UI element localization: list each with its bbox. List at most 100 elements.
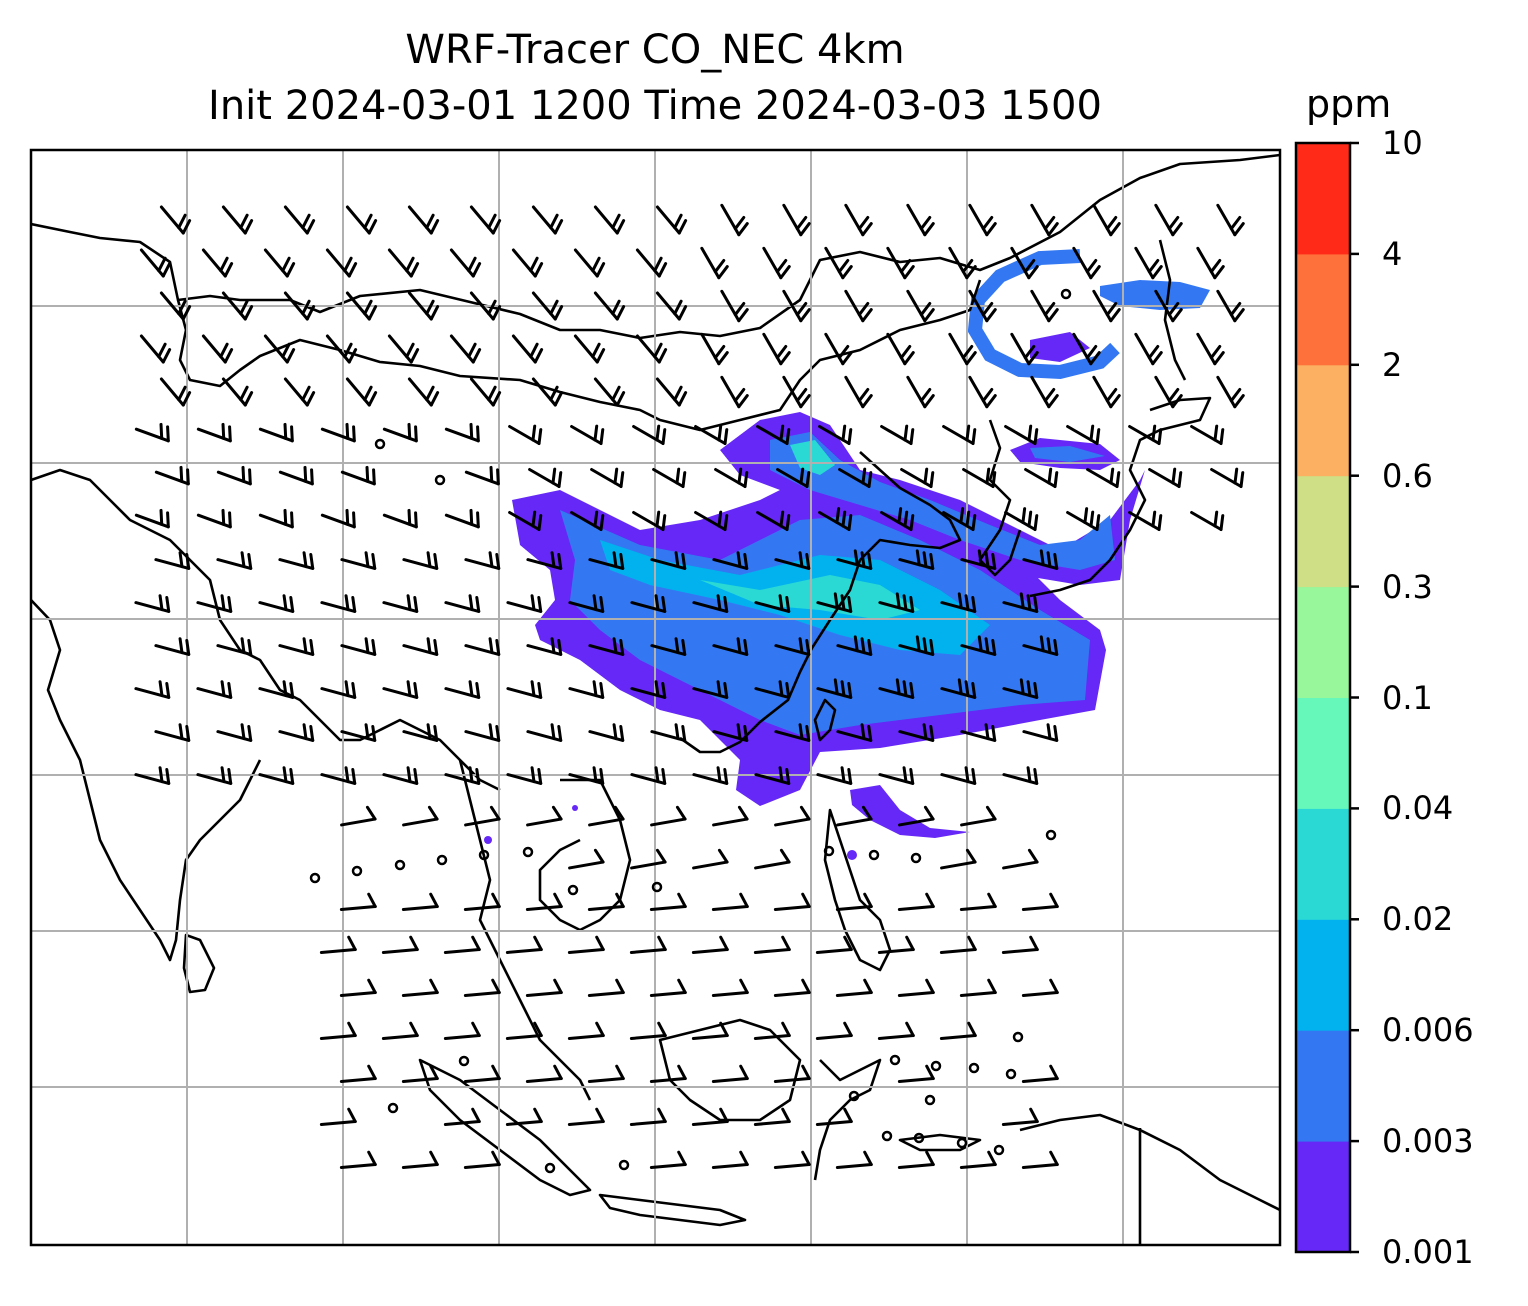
- wind-barb: [967, 935, 977, 952]
- wind-barb: [1053, 725, 1059, 742]
- colorbar-tick-label: 0.02: [1382, 900, 1454, 939]
- wind-barb: [305, 391, 316, 407]
- wind-barb: [619, 725, 625, 742]
- wind-barb: [902, 680, 908, 698]
- wind-barb: [629, 1034, 667, 1040]
- wind-barb: [867, 471, 873, 488]
- wind-barb: [1001, 948, 1039, 954]
- wind-barb: [929, 639, 935, 656]
- wind-barb: [426, 723, 432, 741]
- wind-barb: [775, 344, 788, 360]
- wind-barb: [736, 551, 742, 569]
- wind-barb: [778, 766, 784, 784]
- wind-barb: [166, 425, 170, 443]
- wind-barb: [895, 678, 901, 696]
- wind-barb: [971, 682, 977, 699]
- wind-barb: [899, 344, 912, 360]
- wind-barb: [923, 467, 929, 485]
- wind-barb: [537, 428, 543, 445]
- calm-wind-circle: [387, 1102, 399, 1114]
- wind-barb: [877, 948, 915, 954]
- wind-barb: [919, 215, 932, 231]
- wind-barb: [867, 639, 873, 656]
- wind-barb: [841, 265, 853, 280]
- wind-barb: [840, 766, 846, 784]
- wind-barb: [971, 428, 977, 445]
- wind-barb: [681, 553, 687, 570]
- wind-barb: [1089, 351, 1101, 366]
- plume-speck-3: [572, 805, 578, 811]
- wind-barb: [1089, 510, 1095, 528]
- wind-barb: [674, 551, 680, 569]
- wind-barb: [491, 1064, 501, 1081]
- wind-barb: [773, 1163, 811, 1169]
- wind-barb: [241, 465, 246, 483]
- wind-barb: [847, 514, 853, 531]
- wind-barb: [1021, 1077, 1059, 1083]
- wind-barb: [713, 258, 726, 274]
- wind-barb: [178, 637, 184, 655]
- wind-barb: [1047, 222, 1059, 237]
- wind-barb: [471, 262, 482, 278]
- wind-barb: [285, 262, 296, 278]
- wind-barb: [413, 768, 419, 785]
- calm-wind-circle: [924, 1094, 936, 1106]
- wind-barb: [716, 766, 722, 784]
- wind-barb: [717, 351, 729, 366]
- wind-barb: [345, 508, 350, 526]
- wind-barb: [239, 213, 249, 230]
- wind-barb: [739, 978, 749, 995]
- wind-barb: [491, 219, 502, 235]
- wind-barb: [158, 766, 164, 784]
- wind-barb: [1026, 594, 1032, 612]
- wind-barb: [654, 594, 660, 612]
- calm-wind-circle: [848, 1090, 860, 1102]
- wind-barb: [557, 639, 563, 656]
- wind-barb: [965, 848, 977, 864]
- wind-barb: [723, 682, 729, 699]
- wind-barb: [290, 425, 294, 443]
- wind-barb: [496, 468, 500, 486]
- wind-barb: [677, 978, 687, 995]
- wind-barb: [463, 991, 501, 997]
- wind-barb: [550, 637, 556, 655]
- wind-barb: [1157, 428, 1163, 445]
- coast-borneo: [658, 1018, 802, 1122]
- wind-barb: [615, 892, 625, 909]
- wind-barb: [619, 471, 625, 488]
- wind-barb: [711, 991, 749, 997]
- wind-barb: [593, 848, 605, 864]
- colorbar-tick-label: 0.6: [1382, 456, 1433, 495]
- wind-barb: [1105, 387, 1118, 403]
- wind-barb: [922, 637, 928, 655]
- wind-barb: [247, 725, 253, 742]
- colorbar-segment: [1296, 475, 1350, 588]
- wind-barb: [220, 680, 226, 698]
- wind-barb: [588, 817, 625, 827]
- wind-barb: [967, 1021, 977, 1038]
- coast-vietnam: [538, 778, 632, 932]
- wind-barb: [661, 768, 667, 785]
- wind-barb: [805, 639, 811, 656]
- calm-wind-circle: [956, 1137, 968, 1149]
- wind-barb: [611, 385, 621, 402]
- coast-timor: [898, 1133, 982, 1152]
- wind-barb: [592, 594, 598, 612]
- wind-barb: [837, 344, 850, 360]
- colorbar-segment: [1296, 808, 1350, 920]
- wind-barb: [1171, 467, 1177, 485]
- wind-barb: [712, 817, 749, 827]
- wind-barb: [1109, 467, 1115, 485]
- wind-barb: [347, 262, 358, 278]
- wind-barb: [753, 1120, 791, 1126]
- wind-barb: [429, 305, 440, 321]
- wind-barb: [319, 948, 357, 954]
- wind-barb: [281, 342, 291, 359]
- wind-barb: [1047, 467, 1053, 485]
- wind-barb: [530, 594, 536, 612]
- wind-barb: [533, 1021, 543, 1038]
- wind-barb: [429, 892, 439, 909]
- wind-barb: [853, 549, 859, 567]
- wind-barb: [723, 596, 729, 613]
- wind-barb: [537, 768, 543, 785]
